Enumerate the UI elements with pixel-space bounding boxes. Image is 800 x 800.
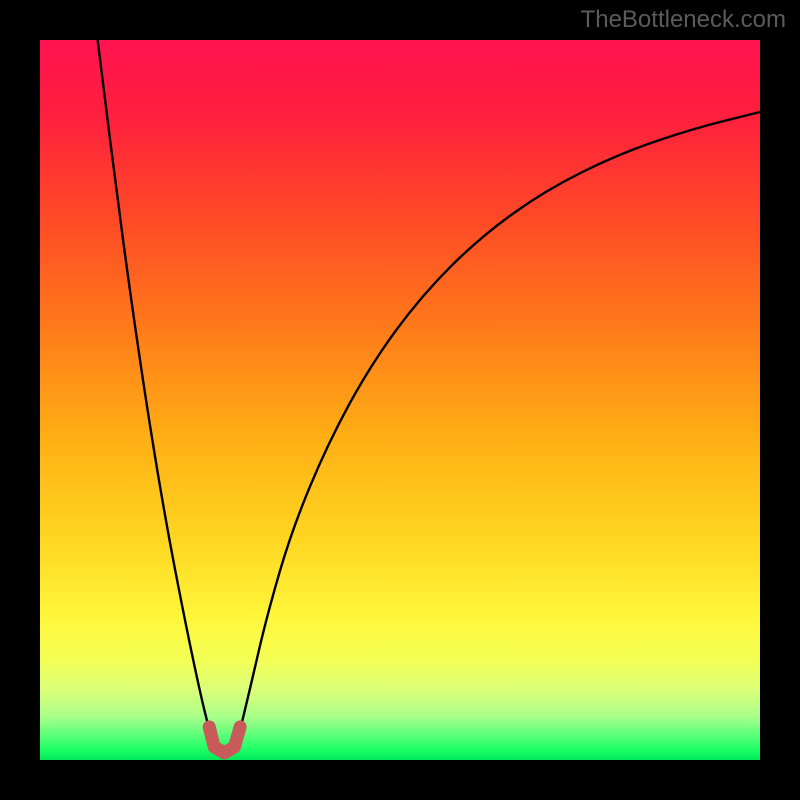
watermark-text: TheBottleneck.com	[581, 6, 786, 34]
plot-background	[40, 40, 760, 760]
chart-frame: TheBottleneck.com	[0, 0, 800, 800]
bottleneck-chart	[0, 0, 800, 800]
